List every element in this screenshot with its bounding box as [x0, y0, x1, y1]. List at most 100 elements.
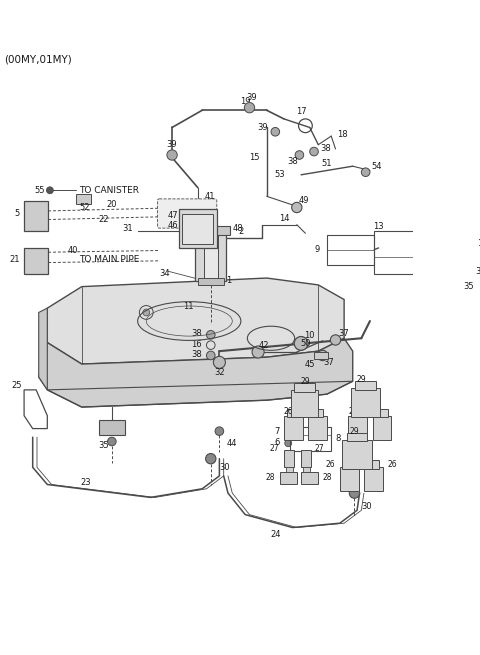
Circle shape — [310, 147, 318, 156]
Circle shape — [285, 440, 292, 447]
Text: 48: 48 — [232, 225, 243, 233]
Text: 41: 41 — [205, 192, 215, 201]
Text: 29: 29 — [357, 375, 366, 384]
Bar — [284, 450, 294, 467]
Bar — [192, 227, 230, 235]
Circle shape — [244, 103, 255, 113]
Text: 35: 35 — [98, 441, 108, 450]
Bar — [24, 248, 48, 274]
Text: 13: 13 — [373, 222, 384, 231]
Circle shape — [213, 356, 226, 368]
Text: TO MAIN PIPE: TO MAIN PIPE — [79, 255, 140, 263]
Text: 12: 12 — [478, 239, 480, 248]
Text: 54: 54 — [372, 162, 382, 171]
Text: 35: 35 — [463, 282, 473, 291]
Bar — [76, 194, 91, 204]
Text: 7: 7 — [274, 426, 280, 436]
Circle shape — [252, 346, 264, 358]
Text: 39: 39 — [246, 93, 256, 102]
Bar — [288, 409, 300, 417]
Bar — [280, 472, 297, 483]
Text: 29: 29 — [349, 426, 359, 436]
Bar — [301, 450, 312, 467]
Text: 22: 22 — [98, 215, 108, 224]
Bar — [198, 278, 224, 285]
Circle shape — [271, 128, 280, 136]
Text: 27: 27 — [270, 444, 280, 453]
Circle shape — [294, 337, 308, 350]
Text: 32: 32 — [214, 368, 225, 377]
Circle shape — [361, 168, 370, 176]
Text: 49: 49 — [299, 196, 309, 205]
Text: 38: 38 — [287, 157, 298, 166]
Circle shape — [205, 453, 216, 464]
Text: 21: 21 — [9, 255, 20, 263]
Text: 28: 28 — [266, 473, 276, 482]
Text: 11: 11 — [183, 302, 193, 311]
Circle shape — [349, 488, 360, 498]
Text: 25: 25 — [11, 381, 22, 390]
Bar — [303, 467, 310, 474]
Text: 14: 14 — [279, 214, 289, 223]
Text: 52: 52 — [79, 203, 90, 212]
Text: 39: 39 — [258, 123, 268, 132]
Text: 5: 5 — [14, 209, 20, 218]
Text: 18: 18 — [337, 130, 348, 139]
Circle shape — [215, 427, 224, 436]
Bar — [195, 229, 226, 280]
Text: 50: 50 — [300, 339, 311, 348]
Text: 39: 39 — [167, 140, 178, 149]
Text: 2: 2 — [238, 227, 243, 236]
Bar — [376, 409, 388, 417]
Circle shape — [292, 202, 302, 213]
Bar — [291, 390, 318, 417]
Text: 28: 28 — [323, 473, 332, 482]
Text: 31: 31 — [123, 225, 133, 233]
Text: 9: 9 — [315, 245, 320, 254]
Text: 30: 30 — [219, 463, 230, 472]
Bar — [24, 200, 48, 231]
Text: 26: 26 — [284, 407, 294, 416]
Bar — [312, 409, 324, 417]
Text: 44: 44 — [226, 439, 237, 448]
Circle shape — [317, 350, 328, 361]
Bar — [308, 416, 327, 440]
Bar — [327, 235, 374, 265]
Circle shape — [108, 437, 116, 446]
Text: 23: 23 — [81, 478, 91, 487]
Text: 26: 26 — [372, 407, 382, 416]
Text: 37: 37 — [339, 329, 349, 339]
Text: 53: 53 — [274, 170, 285, 179]
Bar — [290, 427, 331, 451]
Bar — [343, 460, 355, 469]
Text: 55: 55 — [34, 186, 45, 195]
Text: 38: 38 — [192, 350, 202, 359]
Circle shape — [167, 150, 177, 160]
Text: 27: 27 — [314, 444, 324, 453]
Text: 6: 6 — [274, 438, 280, 447]
Circle shape — [285, 430, 292, 436]
Text: 45: 45 — [304, 360, 315, 369]
Bar — [367, 460, 379, 469]
Circle shape — [446, 240, 457, 250]
Text: 46: 46 — [168, 221, 178, 230]
Circle shape — [206, 331, 215, 339]
Text: 29: 29 — [300, 377, 310, 386]
Text: (00MY,01MY): (00MY,01MY) — [4, 54, 72, 64]
Bar — [374, 231, 421, 274]
Bar — [355, 381, 376, 390]
Bar — [347, 433, 367, 441]
Circle shape — [47, 187, 53, 194]
Text: TO CANISTER: TO CANISTER — [79, 186, 139, 195]
Bar — [340, 467, 359, 491]
Text: 8: 8 — [336, 434, 341, 443]
Circle shape — [295, 151, 304, 159]
Text: 10: 10 — [304, 331, 315, 340]
Text: 26: 26 — [387, 460, 397, 469]
Text: 36: 36 — [475, 267, 480, 276]
Polygon shape — [39, 308, 48, 390]
Text: 38: 38 — [192, 329, 202, 339]
Text: 42: 42 — [259, 341, 269, 350]
Text: 38: 38 — [320, 145, 331, 153]
Text: 30: 30 — [361, 502, 372, 510]
